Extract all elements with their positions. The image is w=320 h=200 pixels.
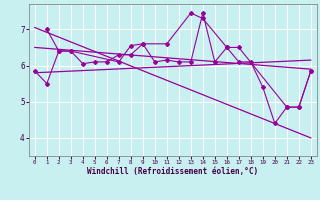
X-axis label: Windchill (Refroidissement éolien,°C): Windchill (Refroidissement éolien,°C) xyxy=(87,167,258,176)
